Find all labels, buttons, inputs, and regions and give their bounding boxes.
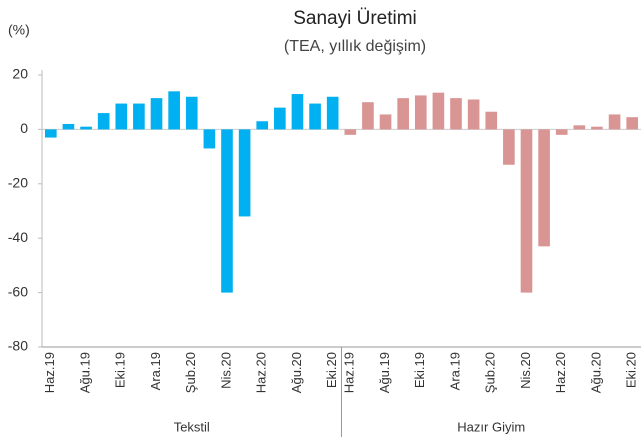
bar bbox=[185, 96, 198, 130]
bar bbox=[555, 129, 568, 135]
bar bbox=[274, 107, 286, 130]
bar bbox=[62, 123, 75, 130]
bar bbox=[608, 114, 621, 130]
x-tick-label: Ağu.20 bbox=[588, 352, 603, 393]
bar bbox=[115, 103, 128, 130]
bar bbox=[238, 129, 251, 217]
bar bbox=[379, 114, 392, 130]
bar bbox=[203, 129, 216, 149]
x-tick-label: Şub.20 bbox=[183, 352, 198, 393]
x-tick-label: Haz.20 bbox=[553, 352, 568, 393]
bar bbox=[538, 129, 550, 247]
bar bbox=[256, 121, 269, 130]
bar bbox=[520, 129, 533, 293]
x-tick-label: Ara.19 bbox=[148, 352, 163, 390]
x-tick-label: Ağu.19 bbox=[377, 352, 392, 393]
bar bbox=[467, 99, 480, 130]
bar bbox=[503, 129, 515, 165]
bar bbox=[485, 111, 498, 130]
bar bbox=[309, 103, 321, 130]
x-tick-label: Eki.20 bbox=[624, 352, 639, 388]
y-tick-label: -40 bbox=[8, 229, 28, 245]
x-tick-label: Eki.19 bbox=[412, 352, 427, 388]
y-tick-label: 20 bbox=[12, 66, 28, 82]
x-tick-label: Nis.20 bbox=[218, 352, 233, 389]
bar bbox=[97, 113, 110, 130]
y-tick-label: -20 bbox=[8, 175, 28, 191]
bar bbox=[626, 117, 639, 130]
bar bbox=[432, 92, 445, 130]
bar bbox=[573, 125, 586, 130]
bar bbox=[291, 94, 304, 130]
chart-subtitle: (TEA, yıllık değişim) bbox=[284, 38, 426, 55]
x-tick-label: Haz.19 bbox=[342, 352, 357, 393]
x-tick-label: Ara.19 bbox=[447, 352, 462, 390]
bar bbox=[150, 98, 163, 130]
x-tick-label: Şub.20 bbox=[483, 352, 498, 393]
bar bbox=[44, 129, 57, 138]
bar bbox=[221, 129, 233, 293]
bar bbox=[326, 96, 339, 130]
x-tick-label: Eki.19 bbox=[113, 352, 128, 388]
x-tick-label: Eki.20 bbox=[324, 352, 339, 388]
bar bbox=[362, 102, 374, 130]
bar bbox=[591, 126, 603, 130]
x-tick-label: Haz.19 bbox=[42, 352, 57, 393]
x-tick-label: Ağu.20 bbox=[289, 352, 304, 393]
x-tick-label: Haz.20 bbox=[254, 352, 269, 393]
bar bbox=[450, 98, 462, 130]
bar bbox=[397, 98, 409, 130]
bar bbox=[80, 126, 92, 130]
bar bbox=[344, 129, 357, 135]
y-tick-label: -80 bbox=[8, 338, 28, 354]
y-tick-label: -60 bbox=[8, 283, 28, 299]
bar bbox=[168, 91, 180, 130]
x-tick-label: Ağu.19 bbox=[77, 352, 92, 393]
group-label: Tekstil bbox=[174, 419, 210, 434]
bar bbox=[133, 103, 145, 130]
y-axis-label: (%) bbox=[8, 22, 30, 38]
group-label: Hazır Giyim bbox=[457, 419, 525, 434]
y-tick-label: 0 bbox=[20, 120, 28, 136]
x-tick-label: Nis.20 bbox=[518, 352, 533, 389]
bar bbox=[414, 95, 427, 130]
chart-title: Sanayi Üretimi bbox=[293, 8, 417, 29]
